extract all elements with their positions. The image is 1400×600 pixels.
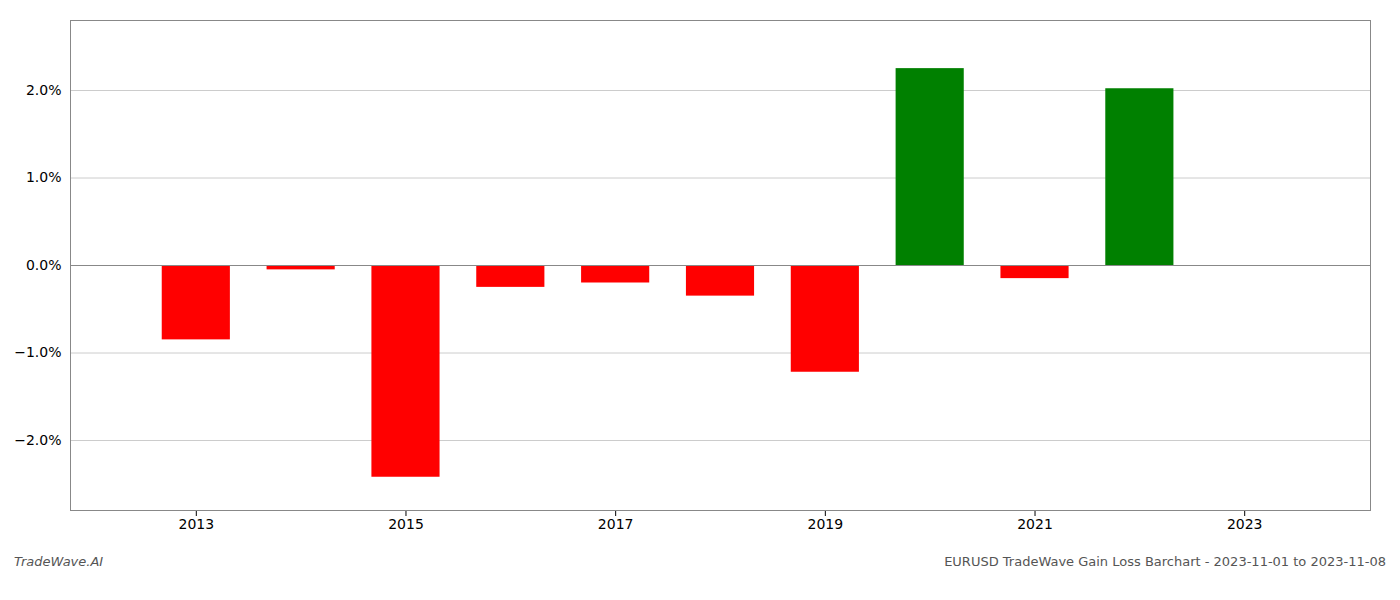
svg-text:2015: 2015 [388, 516, 424, 532]
svg-text:0.0%: 0.0% [26, 257, 62, 273]
svg-text:−1.0%: −1.0% [14, 344, 61, 360]
svg-text:2021: 2021 [1017, 516, 1053, 532]
svg-text:2023: 2023 [1227, 516, 1263, 532]
svg-text:−2.0%: −2.0% [14, 432, 61, 448]
svg-text:2.0%: 2.0% [26, 82, 62, 98]
html-text:EURUSD TradeWave Gain Loss Bar: EURUSD TradeWave Gain Loss Barchart - 20… [944, 554, 1386, 569]
svg-text:2019: 2019 [808, 516, 844, 532]
svg-text:2017: 2017 [598, 516, 634, 532]
svg-text:2013: 2013 [178, 516, 214, 532]
svg-text:1.0%: 1.0% [26, 169, 62, 185]
html-text:TradeWave.AI: TradeWave.AI [14, 554, 104, 569]
